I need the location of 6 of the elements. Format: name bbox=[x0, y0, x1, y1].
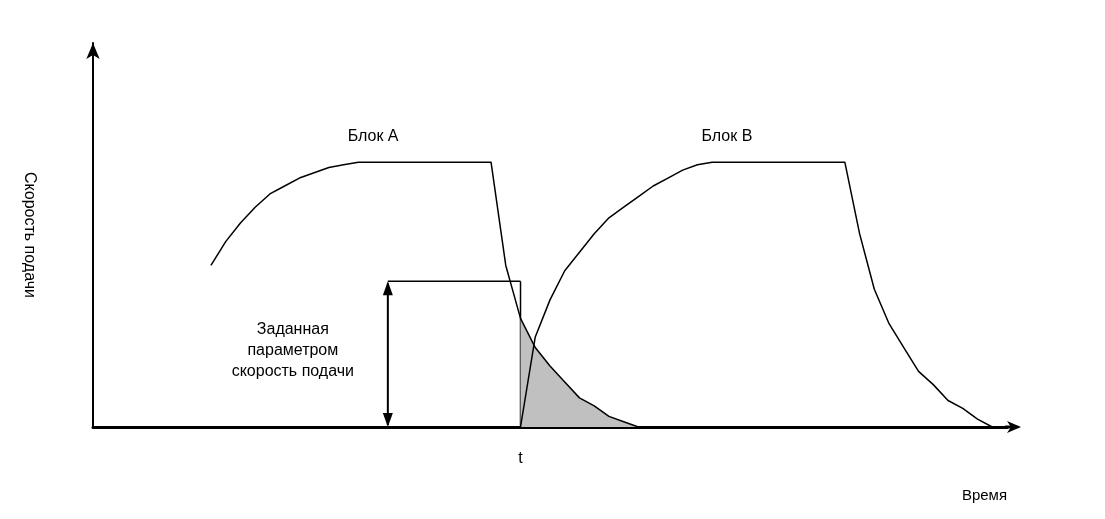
series-label: Блок В bbox=[701, 127, 753, 145]
y-axis-title: Скорость подачи bbox=[21, 172, 39, 298]
x-axis-title: Время bbox=[961, 486, 1007, 503]
series-label: Блок А bbox=[347, 127, 399, 145]
annotation: Заданная параметром скорость подачи bbox=[231, 319, 355, 379]
text: t bbox=[518, 448, 524, 466]
